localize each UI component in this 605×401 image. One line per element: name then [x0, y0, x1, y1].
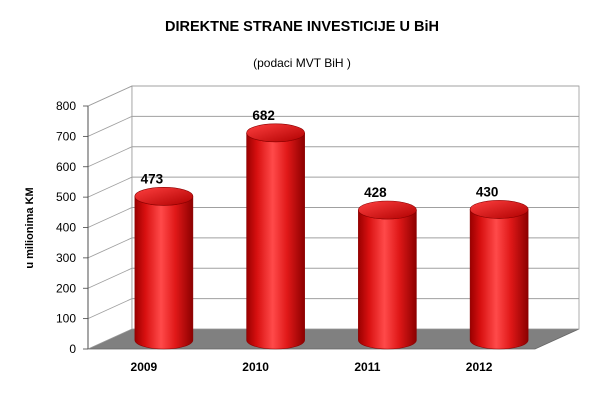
- bar-top: [134, 187, 194, 206]
- y-tick-label: 100: [56, 312, 76, 326]
- x-tick-label-2010: 2010: [242, 360, 269, 374]
- bar-2012: [469, 200, 529, 350]
- y-tick-label: 500: [56, 190, 76, 204]
- x-axis-categories: 2009 2010 2011 2012: [131, 360, 493, 374]
- y-tick-label: 800: [56, 99, 76, 113]
- y-axis-ticks: 0 100 200 300 400 500 600 700 800: [56, 99, 89, 356]
- x-tick-label-2011: 2011: [354, 360, 380, 374]
- y-tick-label: 300: [56, 251, 76, 265]
- y-tick-label: 600: [56, 160, 76, 174]
- x-tick-label-2009: 2009: [131, 360, 158, 374]
- bars: [134, 123, 529, 350]
- x-tick-label-2012: 2012: [466, 360, 493, 374]
- data-label-2011: 428: [364, 185, 387, 200]
- bar-2011: [358, 200, 417, 350]
- gridline: [87, 85, 579, 107]
- gridline: [87, 237, 579, 259]
- gridline: [87, 146, 579, 168]
- gridline: [87, 115, 579, 137]
- bar-body: [469, 209, 529, 350]
- gridlines: [87, 85, 579, 320]
- gridline: [87, 176, 579, 198]
- gridline: [87, 207, 579, 228]
- gridline: [87, 267, 579, 289]
- y-tick-label: 200: [56, 281, 76, 295]
- y-tick-label: 400: [56, 221, 76, 235]
- bar-body: [358, 209, 417, 350]
- bar-2009: [134, 187, 194, 350]
- chart-title: DIREKTNE STRANE INVESTICIJE U BiH: [165, 19, 439, 35]
- bar-top: [246, 123, 305, 143]
- y-tick-label: 0: [69, 342, 76, 356]
- data-labels: 473 682 428 430: [141, 108, 499, 200]
- gridline: [87, 298, 579, 320]
- bar-top: [358, 200, 417, 220]
- bar-body: [134, 196, 194, 350]
- data-label-2010: 682: [252, 108, 275, 123]
- bar-body: [246, 132, 305, 350]
- bar-2010: [246, 123, 305, 350]
- chart-subtitle: (podaci MVT BiH ): [253, 56, 351, 70]
- y-tick-label: 700: [56, 129, 76, 143]
- data-label-2012: 430: [476, 184, 499, 199]
- bar-top: [469, 200, 529, 219]
- data-label-2009: 473: [141, 171, 164, 186]
- y-axis-label: u milionima KM: [24, 187, 36, 268]
